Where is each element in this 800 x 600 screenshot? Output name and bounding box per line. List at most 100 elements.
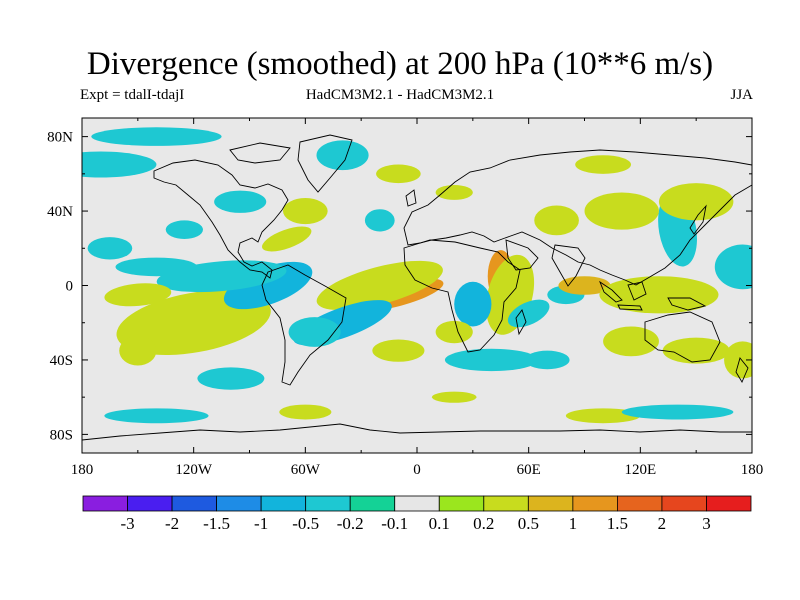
field-blob-23 (507, 299, 550, 328)
field-blob-48 (621, 404, 734, 420)
field-blob-42 (197, 367, 265, 390)
field-blob-37 (714, 244, 752, 290)
field-blob-3 (288, 317, 341, 347)
x-tick-label: 0 (413, 462, 421, 478)
coast-africa (403, 239, 521, 353)
field-blob-17 (316, 140, 369, 171)
colorbar-swatch (260, 495, 307, 512)
coast-south-america (261, 264, 347, 386)
colorbar-label: -0.5 (292, 514, 319, 533)
y-tick-label: 40S (50, 353, 73, 369)
colorbar-label: 0.5 (518, 514, 539, 533)
colorbar-label: -1 (254, 514, 268, 533)
coast-borneo (627, 281, 647, 301)
map-title: Divergence (smoothed) at 200 hPa (10**6 … (86, 46, 714, 82)
y-tick-label: 0 (66, 279, 74, 295)
colorbar-swatch (661, 495, 707, 512)
y-tick-label: 40N (47, 204, 73, 220)
field-blob-47 (565, 408, 641, 424)
field-blob-36 (575, 155, 632, 174)
coast-australia (644, 311, 721, 363)
field-blob-15 (82, 151, 157, 178)
colorbar-swatch (617, 495, 663, 512)
coast-eurasia (403, 149, 752, 286)
field-blob-25 (558, 276, 611, 295)
colorbar-swatch (127, 495, 173, 512)
field-blob-18 (364, 209, 395, 232)
colorbar-label: 0.2 (473, 514, 494, 533)
field-blob-29 (431, 391, 477, 403)
field-blob-45 (104, 408, 209, 424)
colorbar-label: 1.5 (607, 514, 628, 533)
colorbar-swatch (305, 495, 351, 512)
colorbar-label: 2 (658, 514, 667, 533)
experiment-label: Expt = tdalI-tdajI (80, 87, 185, 103)
field-blob-41 (119, 335, 157, 366)
colorbar-swatch (527, 495, 574, 512)
field-blob-10 (87, 237, 133, 260)
field-blob-14 (214, 190, 267, 213)
coast-india (551, 244, 586, 287)
x-tick-label: 180 (741, 462, 764, 478)
x-tick-label: 120E (624, 462, 656, 478)
coast-antarctica (82, 423, 752, 441)
coast-arabia (505, 239, 539, 271)
colorbar-swatch (216, 495, 262, 512)
colorbar-swatch (171, 495, 217, 512)
coast-madagascar (515, 309, 527, 336)
season-label: JJA (730, 87, 753, 103)
colorbar-label: 1 (569, 514, 578, 533)
colorbar: -3 -2 -1.5 -1 -0.5 -0.2 -0.1 0.1 0.2 0.5 1 1.5 2 3 (82, 495, 752, 533)
coast-greenland (297, 134, 353, 193)
field-blob-40 (724, 341, 752, 379)
field-blob-44 (524, 350, 570, 370)
colorbar-label: 3 (702, 514, 711, 533)
colorbar-swatch (394, 495, 440, 512)
y-tick-label: 80S (50, 427, 73, 443)
colorbar-label: -0.1 (381, 514, 408, 533)
colorbar-label: -1.5 (203, 514, 230, 533)
field-blob-35 (534, 205, 579, 236)
colorbar-swatch (483, 495, 529, 512)
coast-north-america (153, 159, 289, 279)
colorbar-swatch (349, 495, 396, 512)
field-blob-33 (658, 183, 734, 221)
coast-new-guinea (667, 297, 707, 311)
colorbar-swatch (438, 495, 485, 512)
field-blob-26 (454, 281, 492, 327)
field-blob-34 (584, 192, 659, 230)
coast-java (617, 304, 643, 311)
field-blob-6 (223, 261, 313, 310)
coast-arctic-islands (229, 142, 291, 164)
coast-sumatra (599, 280, 623, 303)
colorbar-label: -2 (165, 514, 179, 533)
colorbar-swatch (572, 495, 618, 512)
field-blob-13 (283, 198, 328, 225)
x-tick-label: 120W (175, 462, 213, 478)
coast-japan (689, 204, 707, 235)
colorbar-label: -0.2 (337, 514, 364, 533)
field-blob-20 (435, 185, 473, 200)
colorbar-swatch (82, 495, 128, 512)
x-tick-label: 60E (517, 462, 541, 478)
field-blob-27 (435, 320, 473, 344)
field-blob-8 (104, 283, 172, 307)
field-blob-43 (372, 339, 425, 362)
field-blob-38 (603, 326, 659, 357)
field-blob-12 (262, 226, 312, 252)
coast-british-isles (405, 189, 417, 207)
field-blob-31 (599, 276, 719, 314)
coastlines (82, 134, 752, 441)
y-tick-label: 80N (47, 130, 73, 146)
field-blob-11 (165, 220, 203, 239)
field-blob-46 (279, 404, 332, 420)
x-tick-label: 180 (71, 462, 94, 478)
model-label: HadCM3M2.1 - HadCM3M2.1 (305, 87, 495, 103)
colorbar-swatch (706, 495, 752, 512)
x-tick-label: 60W (291, 462, 321, 478)
colorbar-label: -3 (120, 514, 134, 533)
field-blob-9 (115, 257, 198, 277)
map-axes: 180 120W 60W 0 60E 120E 180 80N 40N 0 40S 80S (47, 118, 763, 478)
field-blob-28 (444, 348, 538, 372)
